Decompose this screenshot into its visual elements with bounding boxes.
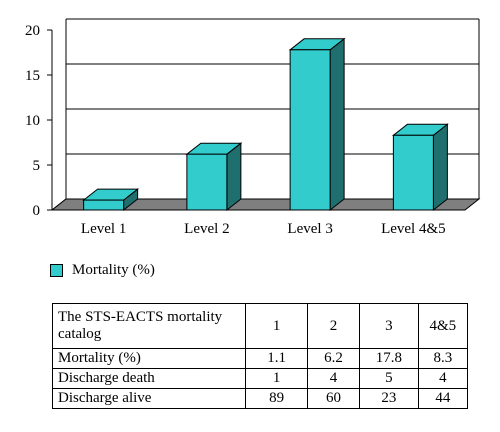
row-label: Discharge death — [51, 368, 247, 389]
bar-chart: 0 5 10 15 20 Level 1 Level 2 Level 3 Level 4&5 — [25, 18, 481, 237]
bar — [289, 49, 331, 211]
table-cell: 17.8 — [359, 348, 419, 369]
legend-swatch — [50, 264, 63, 277]
table-cell: 1.1 — [245, 348, 308, 369]
table-cell: 60 — [306, 388, 361, 409]
table-cell: 89 — [245, 388, 308, 409]
y-tick-label: 15 — [25, 68, 40, 84]
y-tick-label: 10 — [25, 113, 40, 129]
table-row: Discharge alive 89 60 23 44 — [51, 388, 469, 409]
bar — [392, 134, 434, 211]
table-row: Discharge death 1 4 5 4 — [51, 368, 469, 389]
bar-side — [329, 37, 345, 212]
table-cell: 5 — [359, 368, 419, 389]
table-cell: 1 — [245, 368, 308, 389]
row-label: Discharge alive — [51, 388, 247, 409]
y-axis-ticks: 0 5 10 15 20 — [25, 23, 52, 219]
bar — [83, 199, 125, 211]
y-tick-label: 0 — [33, 203, 41, 219]
table-cell: 23 — [359, 388, 419, 409]
x-axis-ticks: Level 1 Level 2 Level 3 Level 4&5 — [81, 221, 446, 237]
y-tick-label: 20 — [25, 23, 40, 39]
x-tick-label: Level 3 — [287, 221, 332, 237]
table-cell: 6.2 — [306, 348, 361, 369]
x-tick-label: Level 4&5 — [381, 221, 446, 237]
table-header-cell: 1 — [245, 303, 308, 349]
table-cell: 4 — [417, 368, 469, 389]
table-header-cell: 4&5 — [417, 303, 469, 349]
table-header-label: The STS-EACTS mortality catalog — [51, 303, 247, 349]
row-label: Mortality (%) — [51, 348, 247, 369]
x-tick-label: Level 2 — [184, 221, 229, 237]
y-tick-label: 5 — [33, 158, 41, 174]
x-tick-label: Level 1 — [81, 221, 126, 237]
legend-label: Mortality (%) — [72, 262, 155, 278]
bar — [186, 153, 228, 211]
table-header-row: The STS-EACTS mortality catalog 1 2 3 4&… — [51, 303, 469, 349]
table-header-cell: 2 — [306, 303, 361, 349]
table-cell: 4 — [306, 368, 361, 389]
table-cell: 44 — [417, 388, 469, 409]
bar-side — [432, 123, 448, 212]
table-cell: 8.3 — [417, 348, 469, 369]
bar-side — [226, 142, 242, 212]
table-header-cell: 3 — [359, 303, 419, 349]
mortality-table: The STS-EACTS mortality catalog 1 2 3 4&… — [51, 303, 469, 409]
chart-bars — [82, 37, 449, 212]
chart-legend: Mortality (%) — [50, 262, 155, 279]
table-row: Mortality (%) 1.1 6.2 17.8 8.3 — [51, 348, 469, 369]
